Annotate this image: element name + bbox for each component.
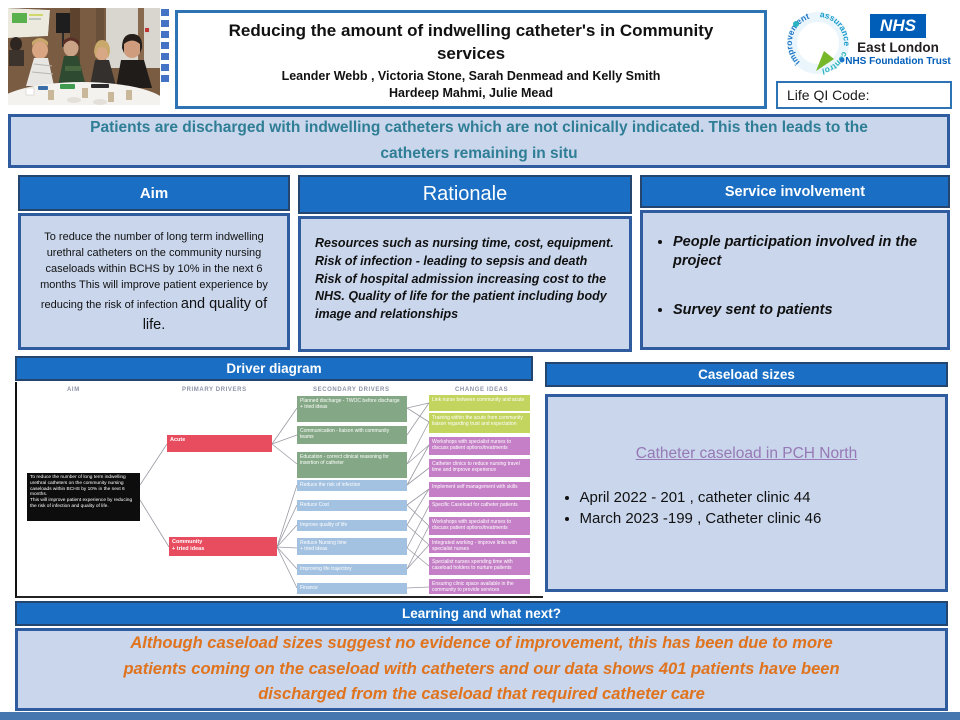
caseload-item: March 2023 -199 , Catheter clinic 46 <box>580 510 940 527</box>
driver-secondary-box: Reduce Nursing time + tried ideas <box>297 538 407 555</box>
problem-statement-banner: Patients are discharged with indwelling … <box>8 114 950 168</box>
driver-secondary-box: Reduce Cost <box>297 500 407 511</box>
poster-title: Reducing the amount of indwelling cathet… <box>228 21 714 63</box>
team-photo <box>0 8 168 130</box>
aim-header: Aim <box>18 175 290 211</box>
driver-secondary-box: Education - correct clinical reasoning f… <box>297 452 407 478</box>
driver-secondary-box: Improving life trajectory <box>297 564 407 575</box>
nhs-org-name: East London <box>857 40 939 55</box>
service-involvement-header: Service involvement <box>640 175 950 208</box>
driver-diagram: AIM PRIMARY DRIVERS SECONDARY DRIVERS CH… <box>15 382 543 598</box>
caseload-item: April 2022 - 201 , catheter clinic 44 <box>580 489 940 506</box>
driver-secondary-box: Reduce the risk of infection <box>297 480 407 491</box>
caseload-link[interactable]: Catheter caseload in PCH North <box>635 445 858 462</box>
aim-body-text: To reduce the number of long term indwel… <box>40 231 268 311</box>
learning-body: Although caseload sizes suggest no evide… <box>15 628 948 711</box>
life-qi-code-label: Life QI Code: <box>787 87 870 103</box>
bottom-strip <box>0 712 960 720</box>
q-logo-green-arrow <box>816 51 834 71</box>
driver-column-primary: PRIMARY DRIVERS <box>182 387 247 393</box>
caseload-header: Caseload sizes <box>545 362 948 387</box>
driver-primary-acute: Acute <box>167 435 272 452</box>
nhs-logo-block: NHS East London NHS Foundation Trust <box>842 14 954 68</box>
team-photo-illustration <box>0 8 168 130</box>
driver-change-idea: Specific Caseload for catheter patients <box>429 500 530 512</box>
service-involvement-panel: People participation involved in the pro… <box>640 210 950 350</box>
driver-secondary-box: Improve quality of life <box>297 520 407 531</box>
driver-secondary-box: Finance <box>297 583 407 594</box>
driver-change-idea: Workshops with specialist nurses to disc… <box>429 517 530 535</box>
driver-column-change: CHANGE IDEAS <box>455 387 509 393</box>
driver-change-idea: Catheter clinics to reduce nursing trave… <box>429 459 530 477</box>
service-involvement-list: People participation involved in the pro… <box>643 233 947 320</box>
authors-line-2: Hardeep Mahmi, Julie Mead <box>389 85 553 100</box>
driver-change-idea: Specialist nurses spending time with cas… <box>429 557 530 575</box>
driver-aim-box: To reduce the number of long term indwel… <box>27 473 140 521</box>
rationale-panel: Resources such as nursing time, cost, eq… <box>298 216 632 352</box>
driver-secondary-box: Planned discharge - TWOC before discharg… <box>297 396 407 422</box>
rationale-body: Resources such as nursing time, cost, eq… <box>315 236 614 321</box>
driver-change-idea: Ensuring clinic space available in the c… <box>429 579 530 594</box>
caseload-bullets: April 2022 - 201 , catheter clinic 44 Ma… <box>548 489 945 527</box>
driver-change-idea: Implement self management with skills <box>429 482 530 497</box>
driver-change-idea: Training within the acute from community… <box>429 413 530 433</box>
driver-secondary-box: Communication - liaison with community t… <box>297 426 407 444</box>
driver-primary-community: Community + tried ideas <box>169 537 277 556</box>
authors-line-1: Leander Webb , Victoria Stone, Sarah Den… <box>281 68 661 83</box>
service-involvement-item: People participation involved in the pro… <box>673 233 947 271</box>
driver-column-aim: AIM <box>67 387 80 393</box>
learning-header: Learning and what next? <box>15 601 948 626</box>
driver-change-idea: Workshops with specialist nurses to disc… <box>429 437 530 455</box>
rationale-header: Rationale <box>298 175 632 214</box>
life-qi-code-box: Life QI Code: <box>776 81 952 109</box>
driver-change-idea: Integrated working - improve links with … <box>429 538 530 553</box>
driver-change-idea: Link nurse between community and acute <box>429 395 530 411</box>
photo-edge-decoration <box>161 9 169 89</box>
caseload-list: April 2022 - 201 , catheter clinic 44 Ma… <box>554 489 940 527</box>
aim-panel: To reduce the number of long term indwel… <box>18 213 290 350</box>
driver-diagram-header: Driver diagram <box>15 356 533 381</box>
driver-diagram-connectors <box>139 402 430 589</box>
q-logo-graphic: assurance control improvement <box>784 9 852 77</box>
title-box: Reducing the amount of indwelling cathet… <box>175 10 767 109</box>
q-improvement-logo: assurance control improvement <box>776 9 860 77</box>
nhs-trust-name: NHS Foundation Trust <box>845 55 951 67</box>
aim-body-emphasis: and quality of life. <box>142 295 268 333</box>
nhs-logo: NHS <box>870 14 926 38</box>
service-involvement-item: Survey sent to patients <box>673 301 947 320</box>
caseload-panel: Catheter caseload in PCH North April 202… <box>545 394 948 592</box>
driver-column-secondary: SECONDARY DRIVERS <box>313 387 390 393</box>
aim-body: To reduce the number of long term indwel… <box>21 216 287 350</box>
